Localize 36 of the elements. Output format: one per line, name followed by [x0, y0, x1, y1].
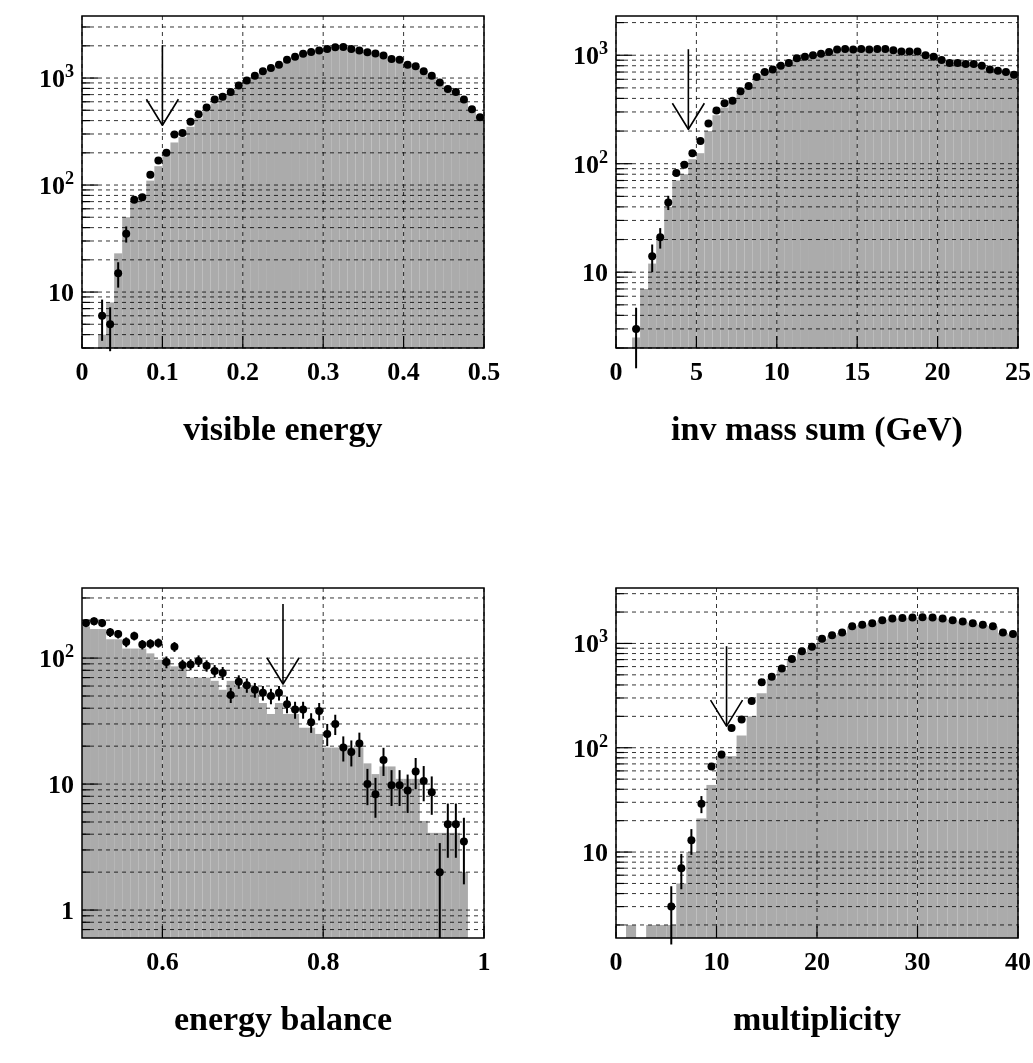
- x-tick-label: 0.2: [226, 357, 260, 386]
- x-axis-title: inv mass sum (GeV): [671, 410, 963, 448]
- y-tick-label: 10$^{2}$: [38, 641, 74, 674]
- x-tick-label: 0.8: [306, 947, 340, 976]
- x-tick-label: 40: [1005, 947, 1031, 976]
- x-tick-label: 30: [904, 947, 931, 976]
- y-tick-label: 10: [48, 278, 74, 308]
- x-tick-label: 20: [924, 357, 951, 386]
- y-tick-label: 1: [61, 896, 74, 926]
- y-tick-label: 10$^{2}$: [572, 730, 608, 763]
- x-tick-label: 10: [763, 357, 790, 386]
- x-tick-label: 0.4: [387, 357, 420, 386]
- y-tick-label: 10: [582, 838, 608, 868]
- y-tick-label: 10$^{3}$: [572, 38, 608, 71]
- x-tick-label: 15: [844, 357, 871, 386]
- x-tick-label: 5: [689, 357, 703, 386]
- x-tick-label: 0.1: [146, 357, 179, 386]
- x-axis-title: energy balance: [173, 1000, 393, 1037]
- x-tick-label: 0.3: [306, 357, 340, 386]
- x-tick-label: 0: [75, 357, 89, 386]
- x-tick-label: 0: [609, 947, 623, 976]
- x-tick-label: 10: [703, 947, 730, 976]
- x-tick-label: 0.5: [467, 357, 501, 386]
- x-axis-title: multiplicity: [732, 1000, 902, 1037]
- y-tick-label: 10: [582, 258, 608, 288]
- x-tick-label: 25: [1005, 357, 1031, 386]
- y-tick-label: 10$^{2}$: [572, 146, 608, 179]
- y-tick-label: 10$^{3}$: [38, 61, 74, 94]
- x-tick-label: 1: [477, 947, 491, 976]
- x-tick-label: 0.6: [146, 947, 179, 976]
- x-tick-label: 0: [609, 357, 623, 386]
- y-tick-label: 10$^{3}$: [572, 626, 608, 659]
- y-tick-label: 10$^{2}$: [38, 168, 74, 201]
- y-tick-label: 10: [48, 770, 74, 800]
- x-axis-title: visible energy: [183, 410, 383, 447]
- x-tick-label: 20: [804, 947, 830, 976]
